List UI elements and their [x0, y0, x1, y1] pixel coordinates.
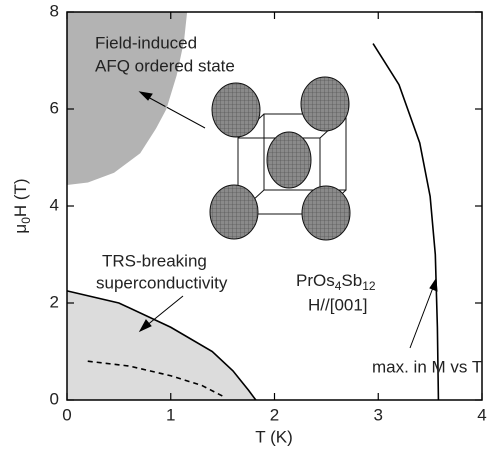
compound-sub: 4	[335, 279, 342, 293]
y-label-sub: 0	[19, 217, 33, 224]
y-label-part: μ	[11, 224, 30, 234]
compound-label: PrOs4Sb12	[296, 271, 376, 293]
annotation: superconductivity	[96, 273, 228, 292]
crystal-structure	[209, 76, 351, 241]
region	[67, 12, 187, 185]
x-tick-label: 0	[62, 405, 71, 424]
annotation: AFQ ordered state	[95, 56, 235, 75]
line	[372, 43, 440, 401]
y-tick-label: 8	[50, 1, 59, 20]
compound-part: PrOs	[296, 271, 335, 290]
y-tick-label: 6	[50, 98, 59, 117]
arrows	[138, 91, 438, 349]
annotation: Field-induced	[95, 33, 197, 52]
x-tick-label: 1	[166, 405, 175, 424]
compound-part: Sb	[341, 271, 362, 290]
compound-sub: 12	[362, 279, 376, 293]
y-tick-label: 0	[50, 389, 59, 408]
x-axis-label: T (K)	[255, 427, 292, 446]
y-tick-label: 2	[50, 292, 59, 311]
dashed-line	[87, 360, 223, 397]
x-tick-label: 2	[270, 405, 279, 424]
x-tick-label: 3	[374, 405, 383, 424]
line	[66, 11, 188, 185]
line	[66, 290, 257, 401]
annotation: H//[001]	[308, 295, 368, 314]
annotation: max. in M vs T	[372, 357, 482, 376]
annotation: TRS-breaking	[102, 251, 207, 270]
y-label-part: H (T)	[11, 178, 30, 217]
region	[67, 290, 256, 400]
x-tick-label: 4	[477, 405, 486, 424]
y-tick-label: 4	[50, 195, 59, 214]
y-axis-label: μ0H (T)	[11, 178, 33, 233]
